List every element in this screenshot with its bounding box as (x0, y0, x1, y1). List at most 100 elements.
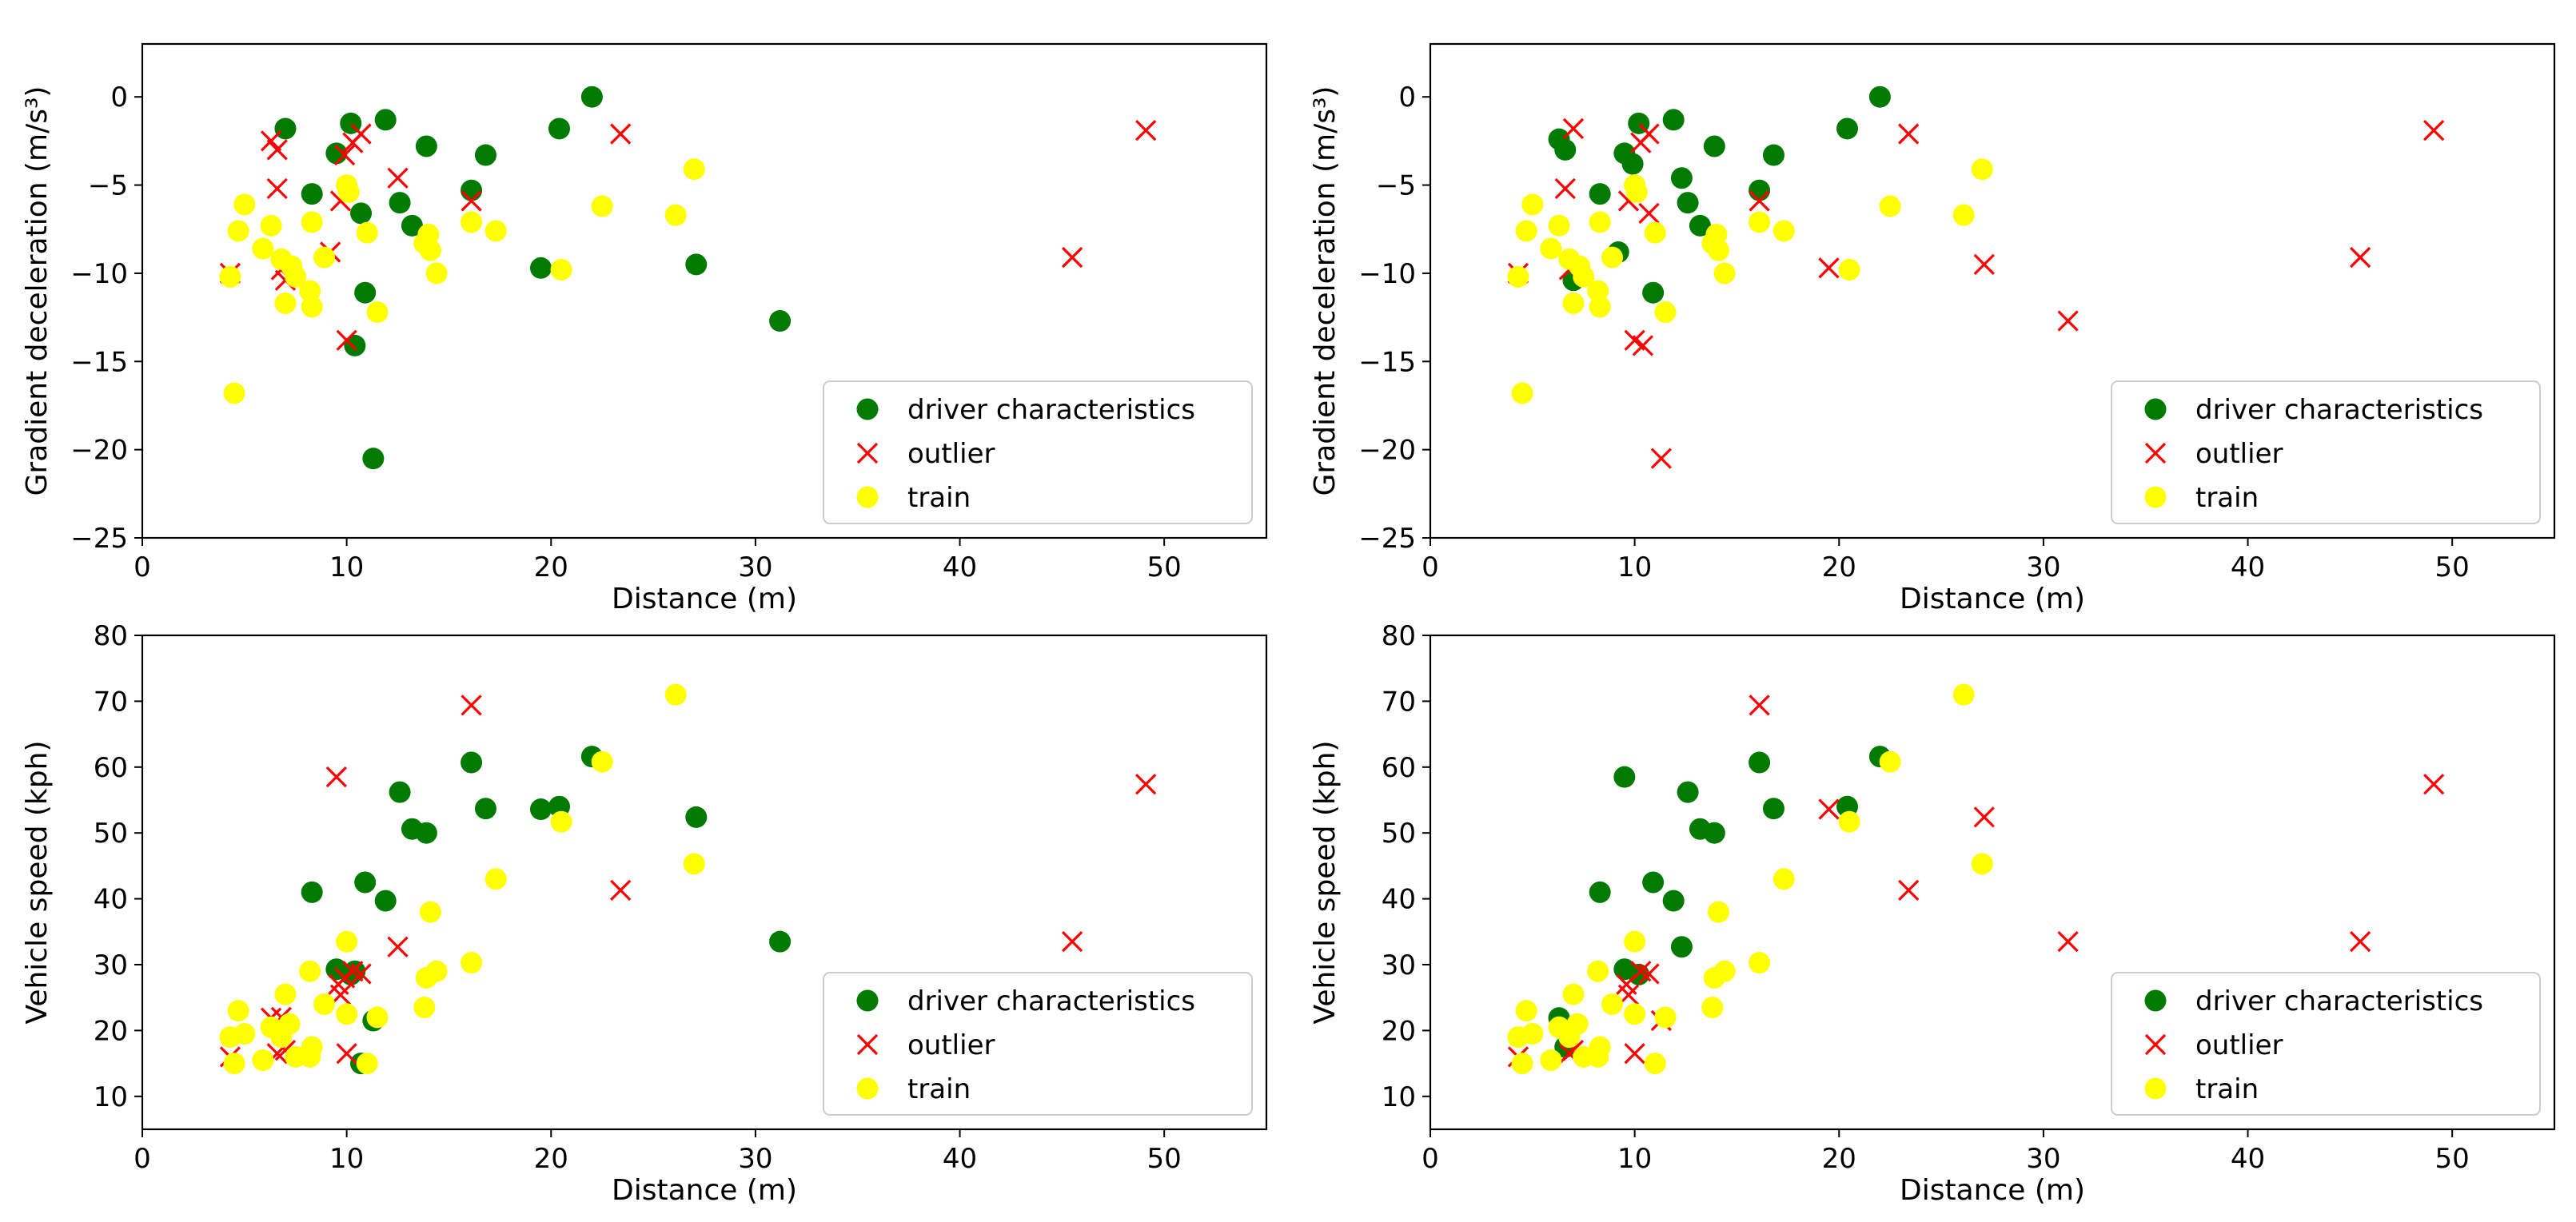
x-tick-label: 50 (2435, 1143, 2470, 1175)
outlier-point (1638, 202, 1660, 225)
driver-characteristics-point (1689, 214, 1711, 237)
outlier-point-stroke (1638, 123, 1660, 145)
legend-label: outlier (2195, 1029, 2283, 1061)
train-point (301, 211, 323, 233)
y-tick-label: 70 (94, 686, 128, 718)
outlier-point-stroke (266, 139, 288, 161)
driver-characteristics-point (474, 798, 496, 820)
y-tick-label: 0 (1398, 82, 1416, 113)
driver-characteristics-point (1613, 766, 1636, 788)
train-point (1701, 997, 1724, 1019)
driver-characteristics-point (354, 281, 377, 304)
y-tick-label: −5 (88, 170, 128, 202)
outlier-point-stroke (1562, 117, 1585, 140)
legend-box (2111, 972, 2541, 1116)
train-point (664, 204, 687, 226)
train-point (1515, 220, 1537, 242)
driver-characteristics-point (362, 448, 385, 470)
x-tick-label: 30 (738, 1143, 772, 1175)
x-tick-label: 40 (2231, 551, 2265, 583)
train-point (1772, 868, 1795, 890)
driver-characteristics-point (461, 751, 483, 774)
x-tick-label: 40 (2231, 1143, 2265, 1175)
outlier-point (1624, 1043, 1645, 1065)
train-point (1952, 204, 1975, 226)
chart-panel-1: 0 10 20 30 40 50 −25 −20 −15 −10 −5 0 Distance (m) Gr… (21, 42, 1268, 615)
driver-characteristics-point (1670, 936, 1693, 958)
train-point (299, 280, 321, 302)
outlier-point-stroke (1650, 448, 1673, 469)
outlier-point (336, 329, 357, 351)
y-tick-label: 80 (94, 620, 128, 652)
train-point (425, 262, 448, 285)
train-point (1562, 292, 1585, 314)
driver-characteristics-point (415, 135, 437, 157)
y-tick-label: −25 (1358, 523, 1416, 555)
legend-label: train (2195, 482, 2259, 514)
x-tick-label: 30 (2026, 1143, 2060, 1175)
y-axis-label: Gradient deceleration (m/s³) (21, 86, 54, 496)
driver-characteristics-point (389, 192, 411, 214)
train-point (1971, 853, 1993, 875)
y-tick-label: 30 (94, 949, 128, 981)
legend-label: outlier (907, 1029, 995, 1061)
driver-characteristics-point (1677, 192, 1699, 214)
train-point (591, 750, 613, 773)
y-tick-label: 70 (1382, 686, 1416, 718)
legend-outlier-marker (856, 1033, 879, 1056)
outlier-point (266, 177, 288, 200)
legend-label: train (907, 482, 971, 514)
outlier-point (325, 766, 347, 788)
train-point (1521, 1023, 1544, 1045)
outlier-point-stroke (350, 123, 372, 145)
outlier-point-stroke (1638, 202, 1660, 225)
driver-characteristics-point (1762, 798, 1784, 820)
outlier-point (2057, 931, 2079, 953)
legend-label: outlier (907, 438, 995, 470)
train-point (1879, 195, 1901, 217)
train-point (1644, 221, 1666, 244)
outlier-point-stroke (1973, 253, 1995, 276)
x-tick-label: 40 (943, 551, 977, 583)
train-point (419, 239, 441, 261)
y-tick-label: 0 (110, 82, 128, 113)
train-point (1540, 237, 1562, 260)
outlier-point (1973, 253, 1995, 276)
outlier-point (1749, 695, 1770, 716)
legend-label: driver characteristics (2195, 985, 2483, 1017)
x-tick-label: 0 (134, 1143, 151, 1175)
outlier-point (1638, 963, 1660, 985)
driver-characteristics-point (354, 871, 377, 894)
y-tick-label: −15 (1358, 346, 1416, 378)
train-point (233, 193, 256, 216)
outlier-point-stroke (1638, 963, 1660, 985)
driver-characteristics-point (1589, 183, 1611, 205)
outlier-point (1135, 120, 1157, 141)
train-point (260, 214, 282, 237)
legend-outlier-marker (2144, 1033, 2167, 1056)
legend-train-marker (856, 486, 879, 508)
driver-characteristics-point (344, 334, 366, 356)
legend-driver-marker (856, 398, 879, 420)
legend-label: train (907, 1073, 971, 1105)
outlier-point-stroke (461, 695, 482, 716)
outlier-point (461, 190, 482, 212)
driver-characteristics-point (374, 109, 397, 131)
train-point (1601, 993, 1624, 1015)
y-tick-label: −10 (1358, 258, 1416, 290)
outlier-point (1554, 177, 1576, 200)
train-point (1511, 382, 1533, 404)
series-driver-characteristics (1548, 86, 1891, 304)
outlier-point (266, 139, 288, 161)
train-point (1566, 1013, 1589, 1035)
outlier-point-stroke (266, 177, 288, 200)
x-tick-label: 50 (1147, 551, 1182, 583)
driver-characteristics-point (1662, 109, 1685, 131)
legend-label: outlier (2195, 438, 2283, 470)
driver-characteristics-point (1836, 117, 1858, 140)
train-point (1772, 220, 1795, 242)
plot-frame (141, 42, 1268, 539)
series-train (219, 683, 705, 1075)
train-point (366, 1006, 389, 1029)
